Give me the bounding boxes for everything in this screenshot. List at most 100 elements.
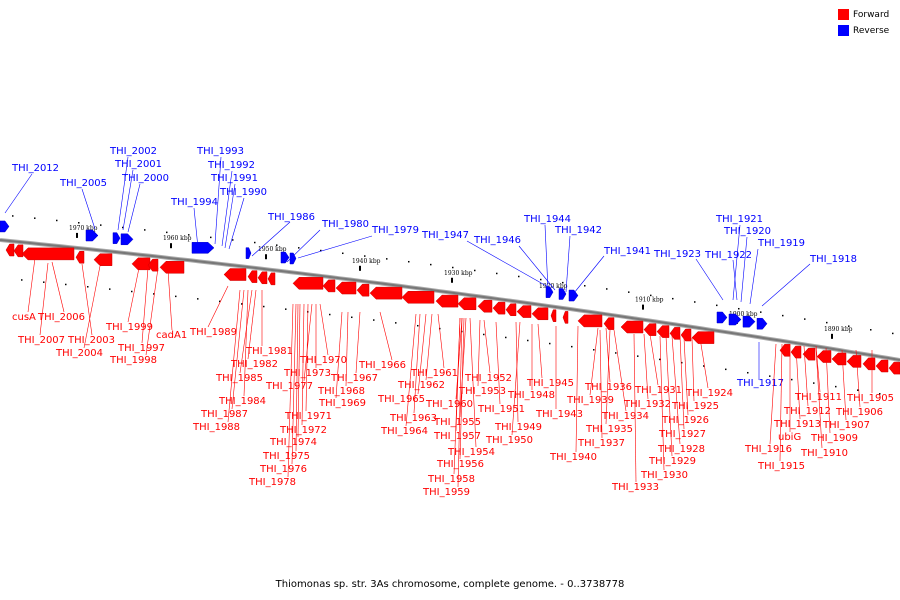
- reverse-leader-line: [749, 248, 759, 305]
- ruler-dot: [298, 247, 300, 249]
- forward-gene-arrow: [550, 309, 557, 322]
- forward-leader-line: [855, 349, 861, 408]
- forward-leader-line: [459, 317, 465, 460]
- forward-leader-line: [247, 289, 257, 360]
- forward-gene-label: THI_1987: [200, 409, 248, 420]
- forward-leader-line: [379, 311, 393, 361]
- kbp-tick-label: 1910 kbp: [635, 297, 664, 304]
- forward-gene-label: THI_1954: [447, 447, 495, 458]
- forward-leader-line: [469, 317, 477, 448]
- forward-leader-line: [453, 317, 461, 475]
- forward-gene-label: THI_1968: [317, 386, 365, 397]
- forward-gene-arrow: [790, 345, 802, 359]
- reverse-leader-line: [544, 224, 549, 291]
- reverse-gene-arrow: [728, 313, 742, 326]
- forward-gene-label: THI_1965: [377, 394, 425, 405]
- reverse-gene-label: THI_1921: [715, 214, 763, 225]
- forward-gene-arrow: [356, 283, 370, 297]
- forward-gene-arrow: [292, 277, 324, 290]
- reverse-swatch: [838, 25, 849, 36]
- forward-gene-label: THI_1957: [433, 431, 481, 442]
- reverse-leader-line: [761, 263, 811, 307]
- forward-gene-arrow: [577, 314, 603, 328]
- ruler-dot: [527, 339, 529, 342]
- forward-gene-label: THI_1945: [526, 378, 574, 389]
- reverse-leader-line: [224, 183, 236, 249]
- ruler-dot: [769, 375, 771, 377]
- forward-leader-line: [671, 335, 681, 445]
- ruler-dot: [474, 269, 476, 272]
- forward-leader-line: [301, 303, 305, 426]
- forward-gene-label: THI_1948: [507, 390, 555, 401]
- reverse-leader-line: [81, 188, 96, 230]
- reverse-gene-label: THI_1919: [757, 238, 805, 249]
- forward-gene-label: THI_1950: [485, 435, 533, 446]
- ruler-dot: [87, 286, 89, 288]
- ruler-dot: [417, 324, 419, 327]
- ruler-dot: [254, 241, 256, 244]
- ruler-dot: [122, 226, 124, 229]
- ruler-dot: [373, 319, 375, 321]
- forward-gene-arrow: [691, 331, 715, 344]
- forward-gene-arrow: [257, 271, 268, 285]
- forward-leader-line: [83, 265, 101, 349]
- forward-leader-line: [605, 327, 611, 383]
- reverse-gene-label: THI_2012: [11, 163, 59, 174]
- ruler-dot: [571, 345, 573, 348]
- ruler-dot: [65, 283, 67, 286]
- forward-gene-label: THI_1949: [494, 422, 542, 433]
- forward-gene-arrow: [267, 272, 276, 286]
- ruler-dot: [483, 333, 485, 336]
- reverse-gene-label: THI_2002: [109, 146, 157, 157]
- reverse-gene-arrow: [280, 251, 290, 264]
- forward-gene-label: THI_1962: [397, 380, 445, 391]
- forward-leader-line: [291, 303, 297, 465]
- forward-gene-arrow: [435, 294, 459, 308]
- reverse-gene-label: THI_1947: [421, 230, 469, 241]
- ruler-dot: [276, 244, 278, 246]
- forward-gene-arrow: [816, 350, 832, 363]
- forward-gene-arrow: [779, 344, 791, 357]
- forward-gene-arrow: [505, 303, 517, 317]
- reverse-gene-label: THI_2005: [59, 178, 107, 189]
- forward-gene-label: THI_1971: [284, 411, 332, 422]
- reverse-gene-arrow: [191, 242, 215, 254]
- forward-leader-line: [779, 343, 783, 462]
- forward-gene-label: THI_1970: [299, 355, 347, 366]
- chromosome-axis: [0, 239, 900, 361]
- ruler-dot: [505, 336, 507, 339]
- forward-leader-line: [127, 267, 140, 323]
- ruler-dot: [175, 295, 177, 298]
- forward-leader-line: [825, 347, 831, 434]
- ruler-dot: [650, 294, 652, 297]
- ruler-dot: [584, 285, 586, 287]
- forward-leader-line: [515, 321, 519, 423]
- kbp-tick-label: 1950 kbp: [258, 246, 287, 253]
- forward-gene-label: THI_1953: [458, 386, 506, 397]
- ruler-dot: [386, 258, 388, 260]
- kbp-tick-mark: [451, 277, 453, 283]
- ruler-dot: [879, 393, 881, 395]
- forward-leader-line: [207, 285, 229, 328]
- forward-gene-label: THI_1910: [800, 448, 848, 459]
- forward-gene-arrow: [680, 328, 692, 342]
- ruler-dot: [188, 234, 190, 236]
- forward-gene-label: THI_1977: [265, 381, 313, 392]
- forward-gene-label: THI_1925: [671, 401, 719, 412]
- legend-reverse-label: Reverse: [853, 25, 890, 36]
- forward-gene-arrow: [875, 359, 889, 373]
- ruler-dot: [835, 385, 837, 388]
- reverse-gene-label: THI_1986: [267, 212, 315, 223]
- ruler-dot: [232, 239, 234, 241]
- forward-leader-line: [495, 321, 501, 405]
- kbp-tick-label: 1940 kbp: [352, 258, 381, 265]
- ruler-dot: [782, 314, 784, 317]
- forward-gene-arrow: [335, 281, 357, 295]
- ruler-dot: [496, 272, 498, 275]
- forward-gene-label: THI_2006: [37, 312, 85, 323]
- forward-swatch: [838, 9, 849, 20]
- reverse-leader-line: [221, 170, 233, 247]
- ruler-dot: [241, 303, 243, 305]
- forward-gene-label: THI_1958: [427, 474, 475, 485]
- forward-gene-label: THI_1931: [634, 385, 682, 396]
